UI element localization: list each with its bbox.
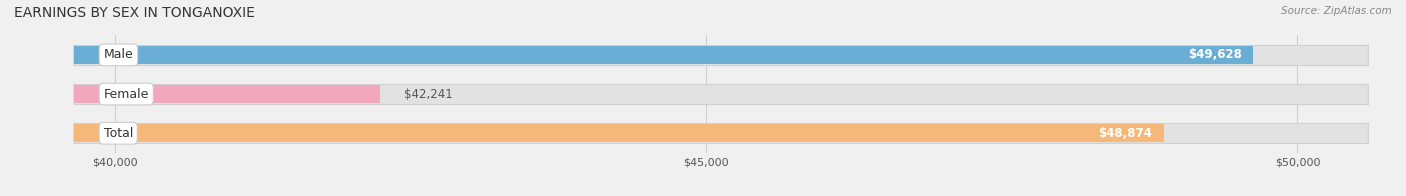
Bar: [75, 85, 380, 103]
Text: EARNINGS BY SEX IN TONGANOXIE: EARNINGS BY SEX IN TONGANOXIE: [14, 6, 254, 20]
Bar: [75, 123, 1368, 143]
Text: $49,628: $49,628: [1188, 48, 1241, 61]
Bar: [75, 84, 1368, 104]
Text: $42,241: $42,241: [404, 88, 453, 101]
Text: $48,874: $48,874: [1098, 127, 1153, 140]
Bar: [75, 46, 1253, 64]
Bar: [75, 45, 1368, 65]
Text: Female: Female: [104, 88, 149, 101]
Bar: [75, 124, 1164, 142]
Text: Male: Male: [104, 48, 134, 61]
Text: Source: ZipAtlas.com: Source: ZipAtlas.com: [1281, 6, 1392, 16]
Text: Total: Total: [104, 127, 134, 140]
